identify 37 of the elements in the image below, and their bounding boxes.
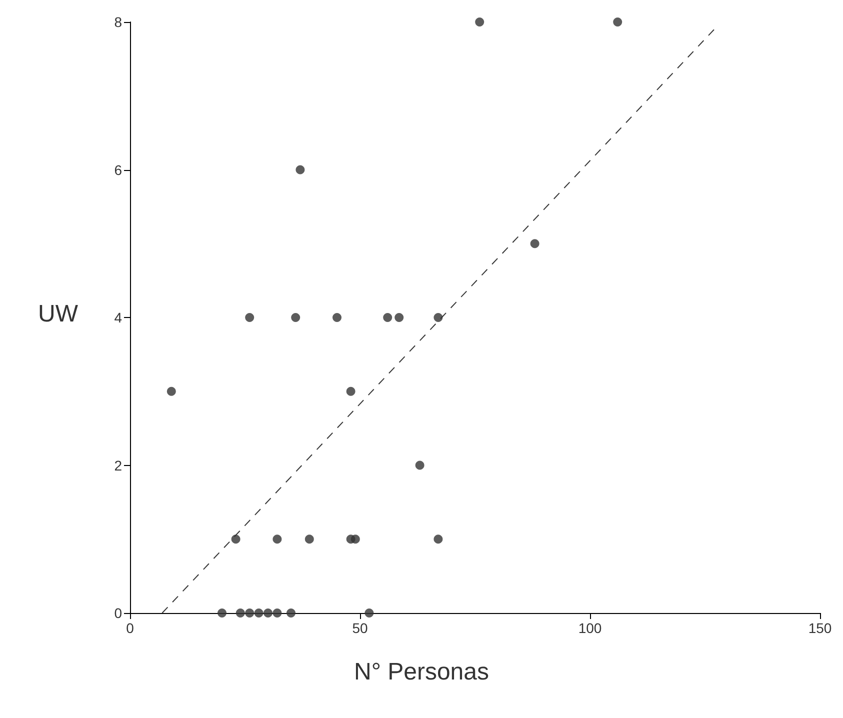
point [434,534,443,544]
point [530,239,540,248]
point [291,313,300,322]
point [613,18,622,26]
point [296,165,305,174]
point [236,608,245,618]
point [254,608,264,618]
point [286,608,296,618]
point [231,534,240,544]
y-tick-label: 6 [114,162,122,178]
y-axis-title: UW [38,300,78,328]
point [364,608,374,618]
point [166,386,176,396]
point [218,608,226,618]
point [272,608,282,618]
point [415,460,424,470]
point [272,534,282,544]
x-tick-label: 100 [578,620,602,636]
y-tick-label: 8 [114,14,122,30]
y-tick-label: 0 [114,605,122,621]
x-axis-title: N° Personas [354,658,490,686]
point [245,608,254,618]
point [264,608,272,618]
y-tick-label: 2 [114,457,122,474]
x-tick-label: 0 [126,620,134,636]
point [475,18,484,26]
point [434,313,443,322]
point [394,313,404,322]
y-tick-label: 4 [114,310,122,326]
point [383,313,392,322]
point [350,534,360,544]
point [346,386,356,396]
point [245,313,254,322]
point [332,313,342,322]
x-tick-label: 150 [808,620,832,636]
point [304,534,314,544]
x-tick-label: 50 [352,620,368,636]
